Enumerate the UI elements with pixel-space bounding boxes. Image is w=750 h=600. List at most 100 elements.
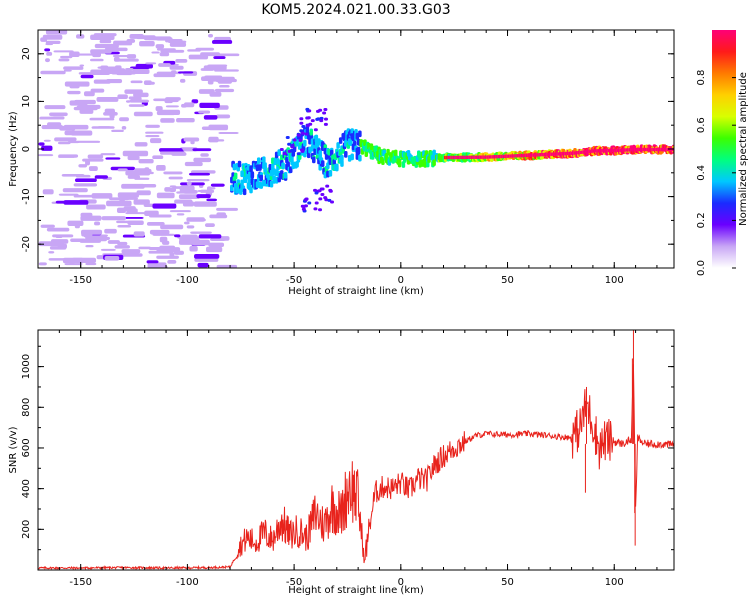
- noise-blob: [203, 115, 218, 120]
- noise-blob: [149, 229, 170, 235]
- noise-blob: [211, 39, 233, 44]
- dispersion-blob: [313, 207, 318, 211]
- noise-blob: [45, 58, 50, 63]
- noise-blob: [90, 49, 112, 54]
- spectrogram-heatmap: [38, 30, 674, 268]
- noise-blob: [191, 239, 210, 246]
- noise-blob: [113, 56, 120, 62]
- noise-blob: [186, 179, 210, 182]
- spectrogram-y-tick-label-0: 0: [21, 146, 32, 152]
- noise-blob: [38, 142, 45, 146]
- noise-blob: [193, 201, 217, 207]
- noise-blob: [155, 106, 163, 112]
- noise-blob: [176, 213, 185, 216]
- noise-blob: [114, 245, 130, 249]
- noise-blob: [100, 153, 116, 156]
- figure-title: KOM5.2024.021.00.33.G03: [261, 2, 450, 18]
- noise-blob: [104, 255, 120, 261]
- noise-blob: [199, 102, 220, 109]
- dispersion-blob: [304, 132, 309, 136]
- noise-blob: [142, 183, 157, 188]
- noise-blob: [81, 231, 93, 237]
- noise-blob: [176, 117, 195, 123]
- ridge-cell: [358, 154, 362, 162]
- dispersion-blob: [330, 200, 335, 204]
- dispersion-blob: [323, 117, 328, 121]
- noise-blob: [94, 221, 101, 226]
- noise-blob: [217, 53, 240, 57]
- noise-blob: [178, 194, 201, 200]
- noise-blob: [85, 262, 97, 266]
- snr-x-tick-label-0: 0: [398, 577, 404, 588]
- noise-blob: [191, 99, 199, 104]
- dispersion-blob: [279, 148, 284, 152]
- noise-blob: [144, 210, 159, 217]
- noise-blob: [183, 137, 200, 142]
- ridge-cell: [344, 151, 348, 158]
- snr-x-tick-label--100: -100: [176, 577, 199, 588]
- noise-blob: [145, 134, 160, 138]
- noise-blob: [38, 262, 47, 266]
- noise-blob: [218, 132, 239, 135]
- noise-blob: [155, 44, 165, 49]
- noise-blob: [164, 187, 172, 192]
- spectrogram-y-tick-label--10: -10: [21, 188, 32, 204]
- noise-blob: [198, 234, 222, 239]
- noise-blob: [209, 91, 222, 97]
- noise-blob: [46, 227, 70, 232]
- dispersion-blob: [299, 121, 304, 125]
- noise-blob: [117, 241, 128, 246]
- noise-blob: [216, 207, 238, 211]
- noise-blob: [97, 126, 111, 129]
- noise-blob: [171, 152, 187, 156]
- ridge-cell: [393, 149, 398, 157]
- noise-blob: [79, 64, 85, 67]
- noise-blob: [208, 242, 225, 247]
- noise-blob: [63, 124, 89, 130]
- ridge-cell: [328, 169, 333, 177]
- snr-plot-area: [38, 330, 674, 570]
- colorbar-tick-label-0: 0.0: [696, 260, 707, 276]
- noise-blob: [97, 66, 118, 69]
- noise-blob: [111, 129, 124, 133]
- ridge-cell: [336, 142, 340, 149]
- noise-blob: [190, 140, 195, 145]
- noise-blob: [106, 200, 132, 207]
- noise-blob: [84, 104, 101, 109]
- noise-blob: [160, 49, 185, 53]
- noise-blob: [105, 79, 123, 84]
- noise-blob: [116, 220, 142, 224]
- noise-blob: [60, 55, 73, 59]
- spectrogram-y-tick-label--20: -20: [21, 236, 32, 252]
- dispersion-blob: [300, 131, 305, 135]
- ridge-cell: [281, 162, 285, 170]
- noise-blob: [85, 244, 94, 248]
- noise-blob: [175, 59, 188, 63]
- dispersion-blob: [318, 208, 323, 212]
- ridge-cell: [249, 186, 253, 194]
- dispersion-blob: [285, 136, 290, 140]
- snr-y-tick-label-400: 400: [21, 479, 32, 498]
- spectrogram-x-tick-label--50: -50: [286, 275, 302, 286]
- noise-blob: [152, 265, 168, 268]
- noise-blob: [133, 231, 145, 237]
- dispersion-blob: [319, 119, 324, 123]
- noise-blob: [117, 225, 132, 228]
- dispersion-blob: [305, 124, 310, 128]
- noise-blob: [200, 68, 215, 71]
- noise-blob: [210, 183, 225, 187]
- dispersion-blob: [296, 152, 301, 156]
- spectrogram-x-tick-label-100: 100: [605, 275, 624, 286]
- noise-blob: [208, 136, 219, 143]
- noise-blob: [189, 172, 210, 176]
- dispersion-blob: [317, 189, 322, 193]
- noise-blob: [76, 34, 85, 39]
- noise-blob: [89, 117, 115, 121]
- dispersion-blob: [299, 129, 304, 133]
- noise-blob: [73, 183, 98, 187]
- snr-frame: [37, 329, 675, 571]
- noise-blob: [181, 103, 187, 108]
- noise-blob: [93, 33, 117, 37]
